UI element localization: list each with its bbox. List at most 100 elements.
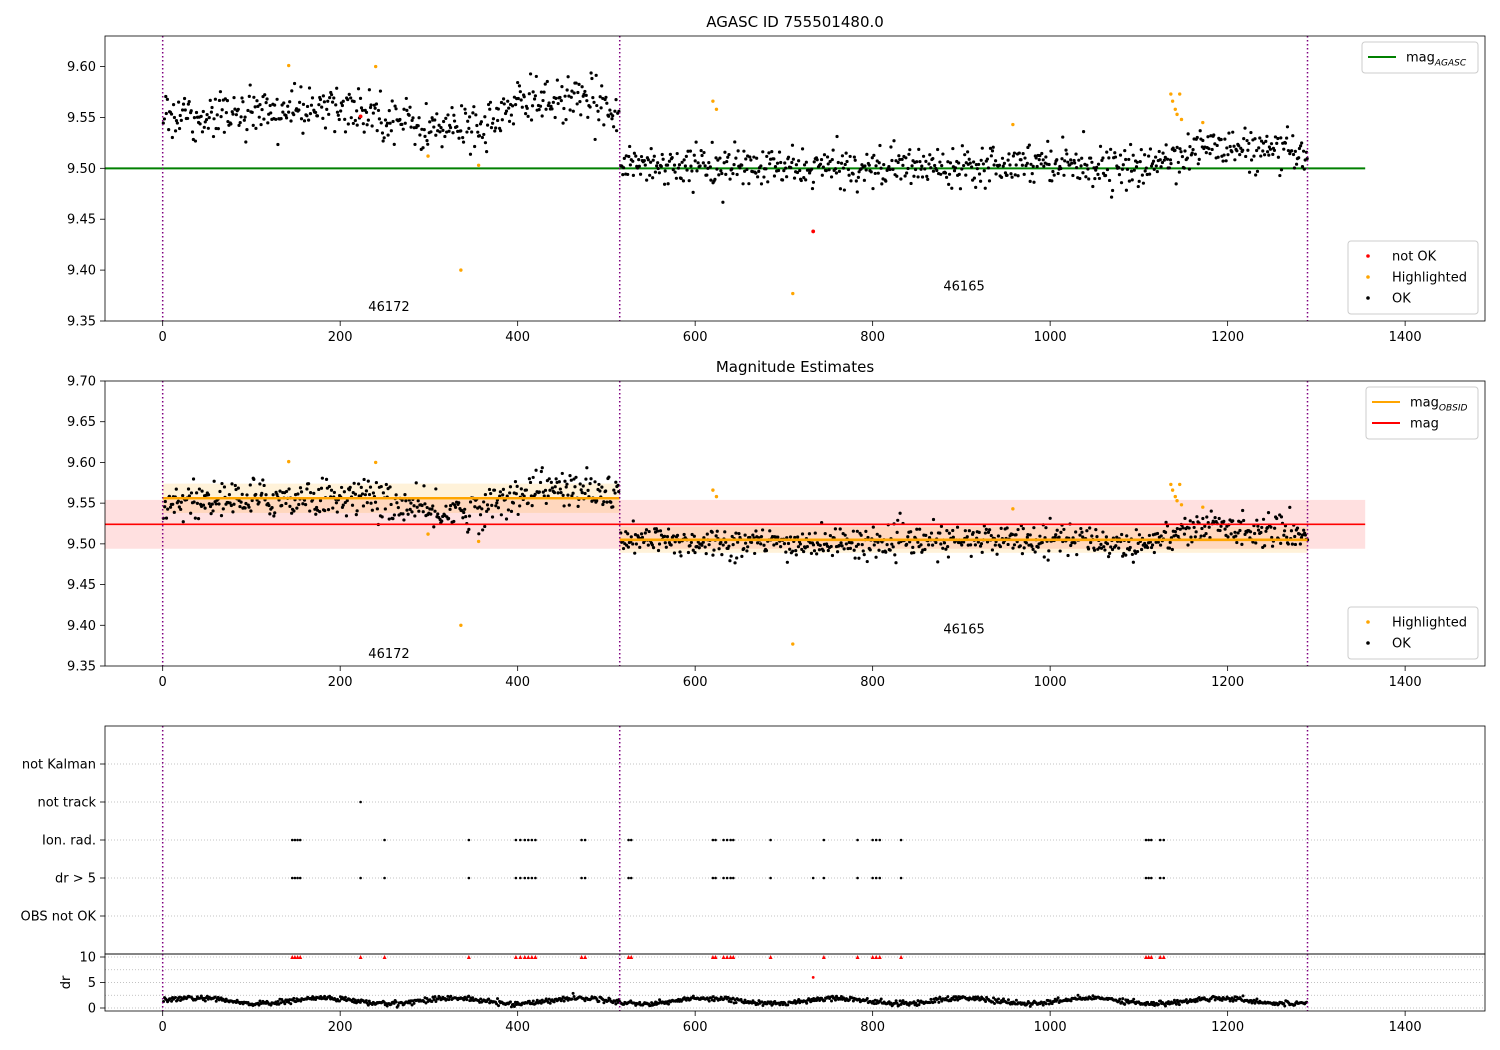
ok-point [1273, 135, 1278, 139]
ok-point [637, 164, 641, 168]
ok-point [1279, 541, 1283, 545]
dr-point [571, 991, 575, 995]
ok-point [305, 114, 309, 118]
ok-point [880, 182, 884, 186]
highlighted-point [426, 532, 430, 536]
ok-point [785, 560, 789, 564]
ok-point [895, 530, 899, 534]
ok-point [1241, 148, 1245, 152]
highlighted-point [714, 494, 719, 499]
ok-point [851, 529, 855, 533]
ok-point [534, 468, 538, 472]
ok-point [186, 487, 191, 491]
ok-point [1063, 159, 1067, 163]
ok-point [381, 139, 385, 143]
ok-point [845, 159, 849, 164]
ok-point [466, 119, 470, 123]
ok-point [1232, 144, 1236, 148]
ok-point [846, 167, 851, 172]
ok-point [754, 171, 758, 175]
ok-point [387, 517, 391, 521]
ok-point [368, 105, 373, 110]
ok-point [1092, 548, 1097, 552]
ok-point [1145, 545, 1150, 550]
ok-point [1178, 147, 1182, 151]
ok-point [1023, 156, 1027, 160]
ok-point [571, 491, 575, 495]
ok-point [1206, 135, 1210, 139]
ok-point [1175, 527, 1179, 531]
dr-point [1166, 1000, 1170, 1004]
ok-point [1078, 176, 1082, 181]
ok-point [297, 108, 301, 112]
ok-point [607, 475, 611, 479]
ok-point [164, 516, 169, 520]
ok-point [651, 176, 655, 180]
ok-point [220, 481, 224, 486]
x-tick-label: 800 [860, 330, 885, 345]
ok-point [288, 100, 292, 104]
dr-point [432, 997, 436, 1001]
ok-point [413, 142, 417, 147]
ok-point [482, 132, 486, 137]
ok-point [634, 154, 638, 158]
ok-point [174, 118, 179, 123]
ok-point [1095, 165, 1099, 169]
ok-point [655, 529, 660, 533]
ok-point [938, 531, 942, 535]
ok-point [1209, 509, 1213, 513]
legend-label-text: not OK [1392, 250, 1437, 265]
ok-point [1017, 151, 1021, 155]
ok-point [250, 110, 254, 114]
flag-point [722, 876, 725, 880]
ok-point [923, 167, 927, 171]
ok-point [977, 530, 981, 534]
ok-point [253, 105, 257, 109]
ok-point [773, 165, 778, 169]
dr-point [552, 1000, 556, 1004]
ok-point [733, 140, 737, 144]
ok-point [1052, 173, 1056, 177]
ok-point [312, 491, 316, 495]
ok-point [1103, 548, 1107, 552]
highlighted-point [287, 63, 291, 68]
ok-point [730, 534, 734, 539]
ok-point [1221, 159, 1225, 163]
ok-point [931, 517, 936, 522]
ok-point [221, 507, 225, 511]
ok-point [1030, 172, 1034, 176]
ok-point [1107, 156, 1111, 160]
ok-point [452, 119, 457, 123]
ok-point [537, 490, 541, 494]
ok-point [568, 473, 572, 478]
ok-point [375, 129, 379, 133]
ok-point [553, 485, 557, 489]
ok-point [350, 503, 355, 507]
dr-point [173, 996, 177, 1000]
highlighted-point [1178, 482, 1182, 487]
ok-point [585, 466, 589, 470]
ok-point [1243, 532, 1247, 536]
ok-point [807, 532, 812, 536]
dr-point [937, 1000, 941, 1004]
ok-point [970, 165, 974, 169]
ok-point [675, 151, 679, 156]
ok-point [231, 112, 235, 116]
ok-point [853, 556, 857, 560]
ok-point [882, 163, 886, 167]
ok-point [721, 200, 725, 204]
dr-point [1069, 999, 1073, 1003]
ok-point [1187, 167, 1191, 171]
ok-point [233, 107, 237, 111]
ok-point [571, 109, 575, 113]
ok-point [564, 118, 568, 122]
ok-point [212, 479, 216, 483]
ok-point [508, 491, 512, 495]
ok-point [708, 165, 712, 169]
highlighted-point [287, 459, 291, 464]
ok-point [483, 524, 487, 529]
ok-point [856, 542, 860, 547]
ok-point [1139, 148, 1143, 152]
ok-point [1008, 163, 1012, 167]
ok-point [688, 149, 693, 153]
